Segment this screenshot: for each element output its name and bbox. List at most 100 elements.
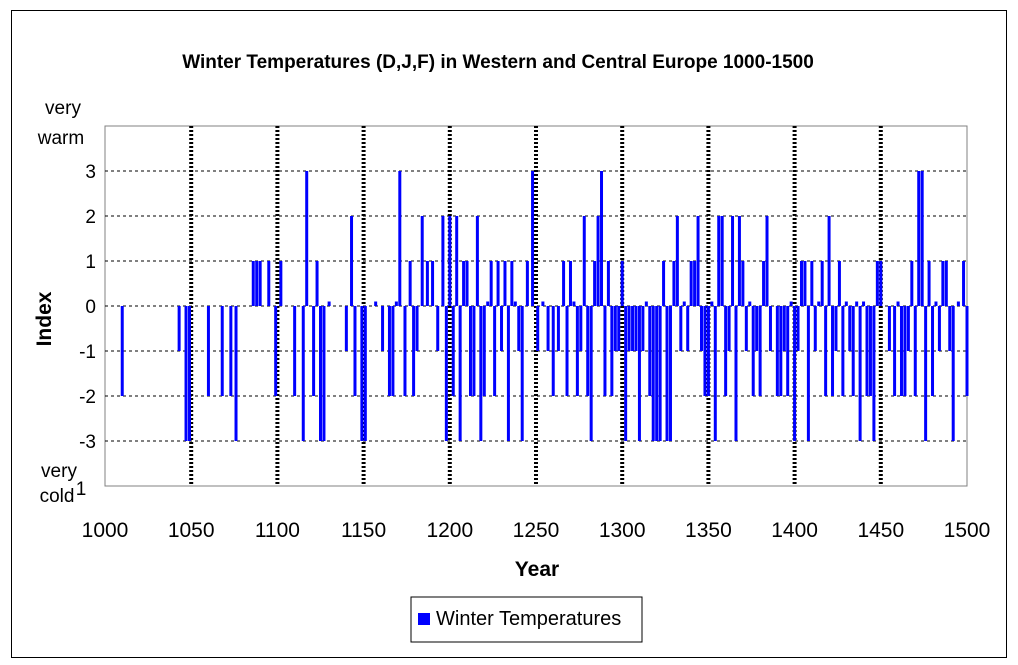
- bar: [875, 261, 879, 306]
- bar: [758, 306, 762, 396]
- bar: [951, 306, 955, 441]
- bar: [834, 306, 838, 351]
- bar: [806, 306, 810, 441]
- y-ticks: 3 2 1 0 -1 -2 -3: [79, 162, 96, 453]
- bar: [613, 306, 617, 351]
- y-tick-label: -1: [79, 342, 96, 363]
- bar: [315, 261, 319, 306]
- bar: [462, 261, 466, 306]
- bar: [893, 306, 897, 396]
- y-label-very-warm-line1: very: [45, 98, 81, 119]
- bar: [274, 306, 278, 396]
- bar: [862, 301, 866, 306]
- bar: [394, 301, 398, 306]
- bar: [412, 306, 416, 396]
- bar: [782, 306, 786, 351]
- y-label-very-cold-line2: cold: [40, 486, 75, 507]
- y-tick-label: 2: [85, 207, 96, 228]
- bar: [425, 261, 429, 306]
- x-tick-label: 1400: [771, 519, 818, 542]
- bar: [444, 306, 448, 441]
- bar: [486, 301, 490, 306]
- bar: [279, 261, 283, 306]
- bar: [765, 216, 769, 306]
- bar: [872, 306, 876, 441]
- legend: Winter Temperatures: [410, 596, 643, 643]
- bar: [479, 306, 483, 441]
- bar: [820, 261, 824, 306]
- bar: [503, 261, 507, 306]
- bar: [956, 301, 960, 306]
- bar: [700, 306, 704, 351]
- bar: [762, 261, 766, 306]
- bar: [910, 261, 914, 306]
- bar: [603, 306, 607, 396]
- bar: [644, 301, 648, 306]
- x-axis-title: Year: [515, 558, 559, 581]
- bar: [848, 306, 852, 351]
- x-tick-label: 1150: [341, 519, 386, 542]
- y-axis-title: Index: [33, 291, 56, 346]
- bar: [301, 306, 305, 441]
- bar: [472, 306, 476, 396]
- y-tick-label: 3: [85, 162, 96, 183]
- bar: [572, 301, 576, 306]
- x-tick-label: 1250: [513, 519, 560, 542]
- bar: [668, 306, 672, 441]
- bar: [879, 261, 883, 306]
- chart-title: Winter Temperatures (D,J,F) in Western a…: [182, 52, 814, 73]
- bar: [596, 216, 600, 306]
- bar: [506, 306, 510, 441]
- bar: [648, 306, 652, 396]
- bar: [793, 306, 797, 441]
- bar: [624, 306, 628, 441]
- bar: [665, 306, 669, 441]
- bar: [510, 261, 514, 306]
- bar: [841, 306, 845, 396]
- legend-box: [410, 596, 643, 643]
- bar: [403, 306, 407, 396]
- bar: [319, 306, 322, 441]
- bar: [489, 261, 493, 306]
- bar: [600, 171, 604, 306]
- bar: [937, 306, 941, 351]
- bar: [858, 306, 862, 441]
- bar: [899, 306, 903, 396]
- bar: [420, 216, 424, 306]
- x-tick-label: 1300: [599, 519, 646, 542]
- bar: [536, 306, 540, 351]
- bar: [541, 301, 545, 306]
- x-tick-label: 1050: [168, 519, 215, 542]
- bar: [482, 306, 486, 396]
- bar: [513, 301, 517, 306]
- y-tick-label: 1: [85, 252, 96, 273]
- bar: [962, 261, 966, 306]
- bar: [258, 261, 262, 306]
- bar: [565, 306, 569, 396]
- bar: [779, 306, 783, 396]
- bar: [344, 306, 348, 351]
- bar: [293, 306, 297, 396]
- bar: [234, 306, 238, 441]
- bar: [837, 261, 841, 306]
- bar: [617, 306, 621, 351]
- bar: [441, 216, 445, 306]
- bar: [496, 261, 500, 306]
- bar: [593, 261, 597, 306]
- bar: [251, 261, 255, 306]
- bar: [731, 216, 735, 306]
- bar: [851, 306, 855, 396]
- bar: [682, 301, 686, 306]
- bar: [220, 306, 224, 396]
- bar: [710, 301, 714, 306]
- bar: [948, 306, 952, 351]
- bar: [465, 261, 469, 306]
- bar: [887, 306, 891, 351]
- bar: [799, 261, 803, 306]
- bar: [931, 306, 935, 396]
- bar: [913, 306, 917, 396]
- bar: [641, 306, 645, 351]
- bar: [520, 306, 524, 441]
- y-tick-fragment: 1: [76, 479, 87, 500]
- x-tick-label: 1450: [857, 519, 904, 542]
